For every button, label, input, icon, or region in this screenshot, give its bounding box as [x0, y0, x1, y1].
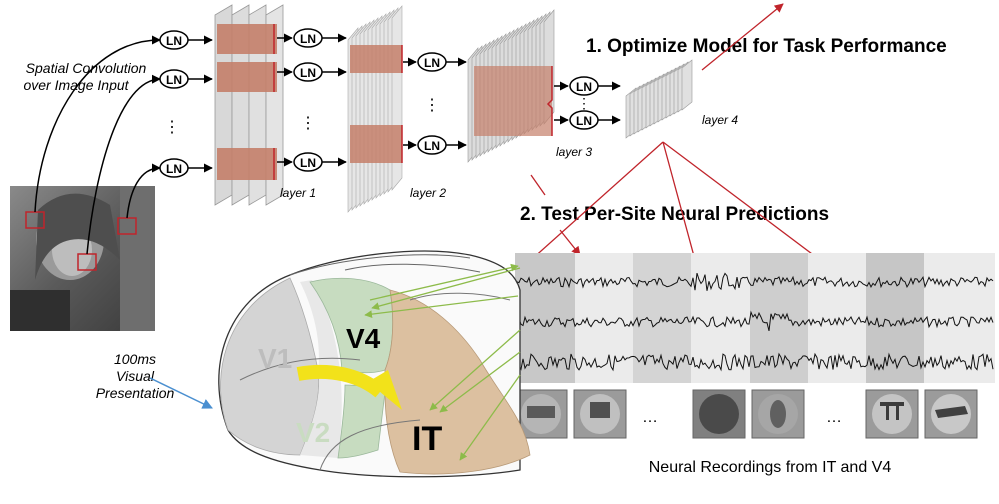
ln-nodes-layer3: LN LN ⋮	[569, 76, 599, 130]
layer3-label: layer 3	[556, 145, 592, 159]
presentation-line1: 100ms	[114, 351, 156, 367]
step1-label: 1. Optimize Model for Task Performance	[586, 36, 947, 57]
thumbnail-ellipsis-2: …	[826, 409, 842, 426]
neural-trace	[516, 310, 994, 332]
svg-text:LN: LN	[166, 34, 182, 48]
layer1-stack	[214, 4, 284, 206]
recordings-background	[515, 253, 995, 383]
svg-text:LN: LN	[424, 56, 440, 70]
input-caption-line2: over Image Input	[23, 77, 129, 93]
ln-nodes-input: LN LN LN ⋮	[159, 30, 189, 178]
layer4-stack	[625, 59, 693, 139]
v4-label: V4	[346, 323, 381, 354]
yellow-arrow	[296, 364, 402, 410]
vdots: ⋮	[164, 119, 180, 136]
input-image	[10, 186, 155, 331]
ln-nodes-layer2: LN LN ⋮	[417, 52, 447, 155]
svg-text:LN: LN	[166, 73, 182, 87]
svg-text:LN: LN	[576, 114, 592, 128]
neural-trace	[516, 272, 994, 291]
stimulus-thumbnails	[514, 389, 978, 439]
recordings-caption: Neural Recordings from IT and V4	[649, 459, 892, 476]
svg-text:LN: LN	[576, 80, 592, 94]
layer1-label: layer 1	[280, 186, 316, 200]
svg-text:LN: LN	[300, 156, 316, 170]
layer2-label: layer 2	[410, 186, 446, 200]
layer2-stack	[347, 5, 403, 213]
svg-text:LN: LN	[300, 32, 316, 46]
svg-text:LN: LN	[424, 139, 440, 153]
v2-label: V2	[296, 417, 330, 448]
thumbnail-ellipsis-1: …	[642, 409, 658, 426]
ln-nodes-layer1: LN LN LN ⋮	[293, 28, 323, 172]
svg-text:⋮: ⋮	[424, 97, 440, 114]
presentation-line3: Presentation	[96, 385, 175, 401]
ln-to-layer1-arrows	[188, 35, 213, 173]
neural-traces	[516, 272, 994, 372]
layer3-stack	[467, 9, 555, 163]
svg-text:LN: LN	[166, 162, 182, 176]
neural-trace	[516, 352, 994, 372]
svg-text:LN: LN	[300, 66, 316, 80]
green-projection-arrows	[364, 263, 521, 461]
layer4-label: layer 4	[702, 113, 738, 127]
input-connection-curves	[34, 35, 161, 255]
input-caption-line1: Spatial Convolution	[26, 60, 147, 76]
presentation-line2: Visual	[116, 368, 155, 384]
it-label: IT	[412, 420, 442, 458]
step2-label: 2. Test Per-Site Neural Predictions	[520, 204, 829, 225]
v1-label: V1	[258, 343, 292, 374]
svg-text:⋮: ⋮	[300, 115, 316, 132]
blue-arrow	[149, 377, 213, 409]
svg-text:⋮: ⋮	[577, 95, 591, 111]
